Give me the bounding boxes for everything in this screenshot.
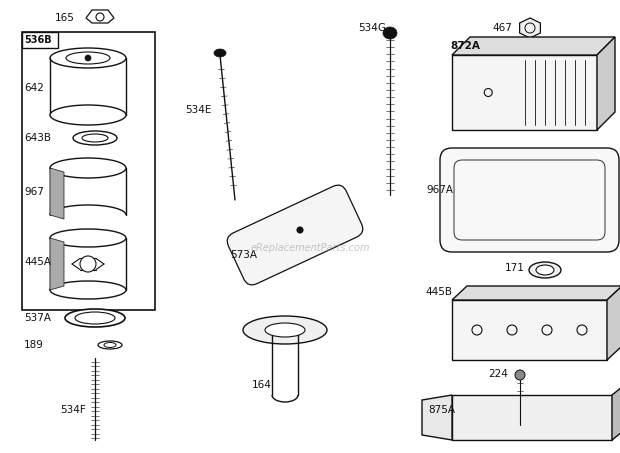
Text: 445A: 445A xyxy=(24,257,51,267)
Ellipse shape xyxy=(82,134,108,142)
Ellipse shape xyxy=(529,262,561,278)
Polygon shape xyxy=(422,395,452,440)
Ellipse shape xyxy=(50,105,126,125)
Polygon shape xyxy=(452,286,620,300)
Polygon shape xyxy=(597,37,615,130)
Text: 536B: 536B xyxy=(24,35,51,45)
Text: 534G: 534G xyxy=(358,23,386,33)
Ellipse shape xyxy=(65,309,125,327)
Ellipse shape xyxy=(50,48,126,68)
Text: 875A: 875A xyxy=(428,405,455,415)
Text: 872A: 872A xyxy=(450,41,480,51)
Polygon shape xyxy=(520,18,541,38)
Circle shape xyxy=(80,256,96,272)
Ellipse shape xyxy=(214,49,226,57)
Bar xyxy=(452,395,612,440)
Bar xyxy=(22,32,58,48)
Ellipse shape xyxy=(243,316,327,344)
Polygon shape xyxy=(607,286,620,360)
Text: 573A: 573A xyxy=(230,250,257,260)
Text: 537A: 537A xyxy=(24,313,51,323)
Ellipse shape xyxy=(104,342,116,347)
Text: 165: 165 xyxy=(55,13,75,23)
Ellipse shape xyxy=(50,281,126,299)
FancyBboxPatch shape xyxy=(440,148,619,252)
Ellipse shape xyxy=(383,27,397,39)
Ellipse shape xyxy=(50,158,126,178)
Text: 164: 164 xyxy=(252,380,272,390)
Text: 967A: 967A xyxy=(426,185,453,195)
Text: 171: 171 xyxy=(505,263,525,273)
Polygon shape xyxy=(612,383,620,440)
Polygon shape xyxy=(50,238,64,290)
Circle shape xyxy=(85,55,91,61)
Text: 643B: 643B xyxy=(24,133,51,143)
Bar xyxy=(22,32,155,310)
Ellipse shape xyxy=(50,229,126,247)
Ellipse shape xyxy=(536,265,554,275)
Text: 224: 224 xyxy=(488,369,508,379)
Text: 642: 642 xyxy=(24,83,44,93)
Text: 534E: 534E xyxy=(185,105,211,115)
Text: 445B: 445B xyxy=(425,287,452,297)
Text: 534F: 534F xyxy=(60,405,86,415)
Ellipse shape xyxy=(73,131,117,145)
Circle shape xyxy=(515,370,525,380)
FancyBboxPatch shape xyxy=(464,400,505,436)
FancyBboxPatch shape xyxy=(227,185,363,285)
Bar xyxy=(452,55,597,130)
Polygon shape xyxy=(452,37,615,55)
Polygon shape xyxy=(50,168,64,219)
Bar xyxy=(452,300,607,360)
Circle shape xyxy=(297,227,303,233)
Text: 189: 189 xyxy=(24,340,44,350)
Text: eReplacementParts.com: eReplacementParts.com xyxy=(250,243,370,253)
Text: 967: 967 xyxy=(24,187,44,197)
Text: 467: 467 xyxy=(492,23,512,33)
Ellipse shape xyxy=(265,323,305,337)
Ellipse shape xyxy=(75,312,115,324)
Ellipse shape xyxy=(98,341,122,349)
